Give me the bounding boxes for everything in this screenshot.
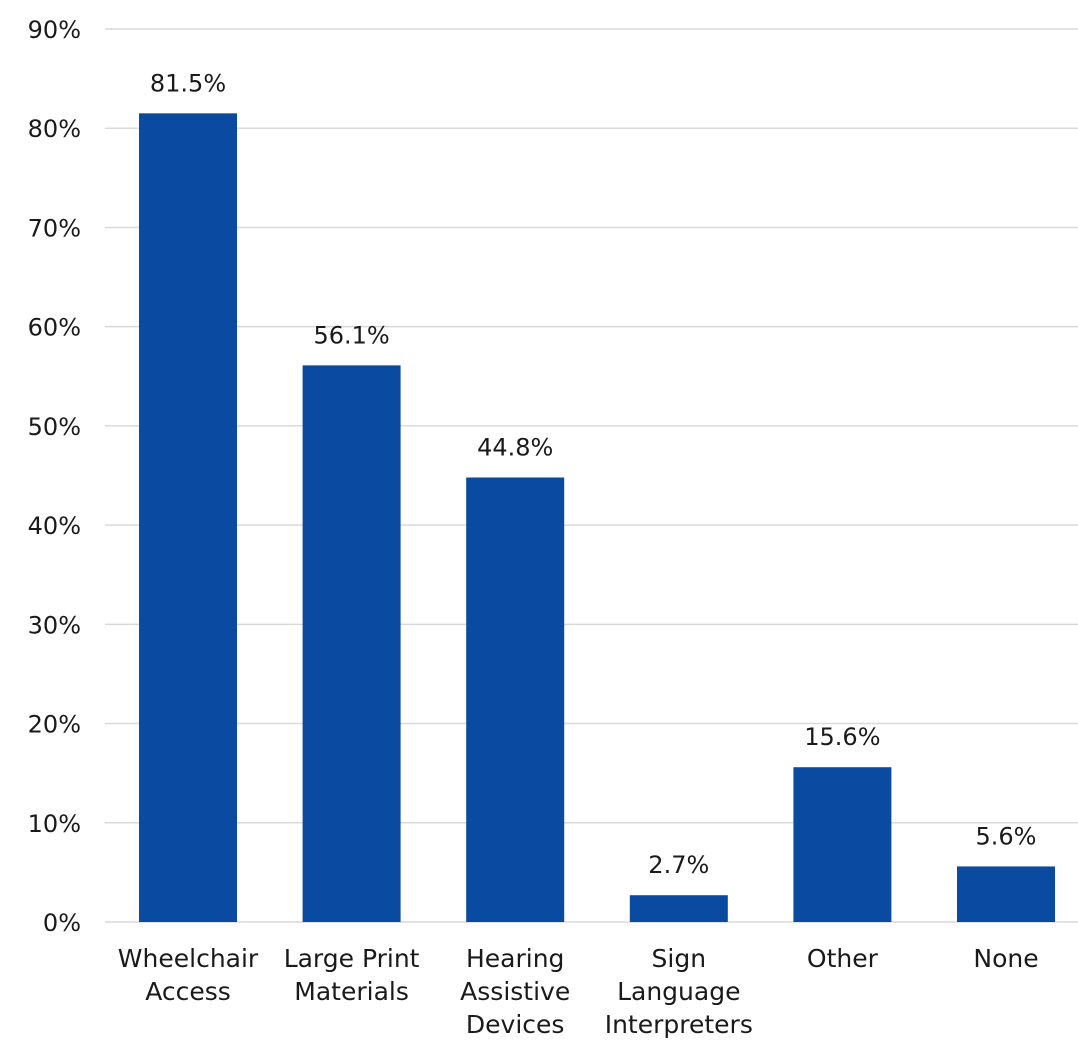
- category-label-line: Language: [617, 977, 740, 1006]
- bar: [302, 365, 401, 922]
- data-label: 15.6%: [804, 723, 880, 751]
- y-tick-label: 60%: [28, 314, 81, 342]
- y-axis-tick-labels: 0% 10% 20% 30% 40% 50% 60% 70% 80% 90%: [28, 16, 81, 937]
- category-label: Wheelchair Access: [118, 944, 259, 1006]
- y-tick-label: 90%: [28, 16, 81, 44]
- bar: [629, 895, 728, 922]
- data-label: 5.6%: [976, 822, 1037, 850]
- data-label: 44.8%: [477, 433, 553, 461]
- bar: [139, 113, 237, 923]
- data-label: 81.5%: [150, 69, 226, 97]
- category-label-line: Other: [807, 944, 879, 973]
- category-label-line: None: [973, 944, 1038, 973]
- y-tick-label: 0%: [43, 909, 81, 937]
- y-tick-label: 10%: [28, 810, 81, 838]
- y-tick-label: 20%: [28, 711, 81, 739]
- x-axis-category-labels: Wheelchair Access Large Print Materials Hear…: [118, 944, 1039, 1039]
- gridlines: [105, 28, 1078, 923]
- category-label: Other: [807, 944, 879, 973]
- category-label: Large Print Materials: [284, 944, 420, 1006]
- data-label: 56.1%: [313, 321, 389, 349]
- category-label-line: Large Print: [284, 944, 420, 973]
- data-label: 2.7%: [648, 851, 709, 879]
- category-label-line: Sign: [652, 944, 707, 973]
- category-label-line: Hearing: [466, 944, 564, 973]
- category-label-line: Access: [145, 977, 231, 1006]
- category-label-line: Interpreters: [605, 1010, 753, 1039]
- y-tick-label: 30%: [28, 611, 81, 639]
- category-label: Hearing Assistive Devices: [460, 944, 570, 1039]
- category-label: Sign Language Interpreters: [605, 944, 753, 1039]
- y-tick-label: 50%: [28, 413, 81, 441]
- bar: [957, 866, 1055, 922]
- data-labels: 81.5% 56.1% 44.8% 2.7% 15.6% 5.6%: [150, 69, 1037, 879]
- bars: [139, 113, 1055, 923]
- category-label-line: Materials: [294, 977, 409, 1006]
- bar: [466, 477, 565, 922]
- category-label-line: Assistive: [460, 977, 570, 1006]
- category-label: None: [973, 944, 1038, 973]
- bar: [793, 767, 892, 922]
- category-label-line: Devices: [466, 1010, 565, 1039]
- category-label-line: Wheelchair: [118, 944, 259, 973]
- y-tick-label: 70%: [28, 214, 81, 242]
- y-tick-label: 40%: [28, 512, 81, 540]
- y-tick-label: 80%: [28, 115, 81, 143]
